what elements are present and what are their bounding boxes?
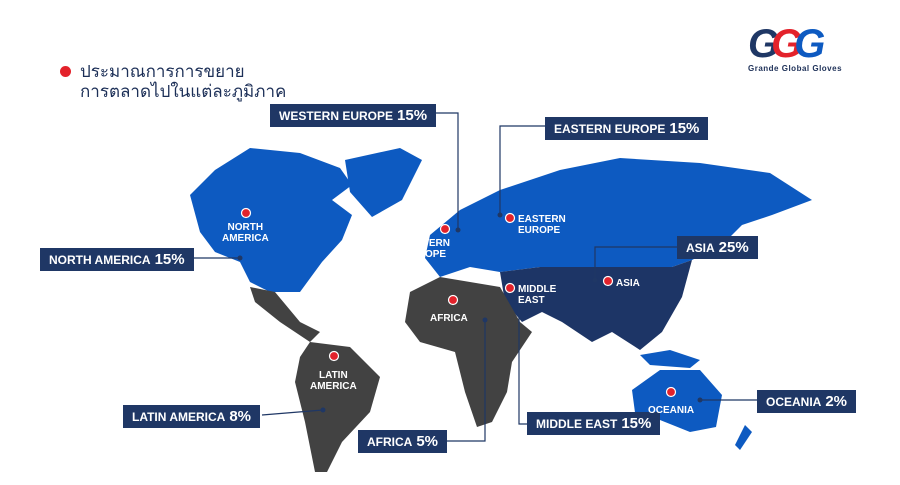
location-pin-icons: [240, 207, 677, 398]
label-oceania: OCEANIA 2%: [757, 390, 857, 413]
greenland-shape: [345, 148, 422, 217]
south-america-shape: [295, 342, 380, 472]
label-eastern-europe: EASTERN EUROPE 15%: [545, 117, 709, 140]
map-label-latin-america: LATIN AMERICA: [310, 370, 357, 392]
bullet-icon: [60, 66, 71, 77]
southeast-asia-islands-shape: [640, 350, 700, 368]
label-africa: AFRICA 5%: [358, 430, 448, 453]
map-label-eastern-europe: EASTERN EUROPE: [518, 214, 566, 236]
map-label-western-europe: WESTERN EUROPE: [400, 238, 450, 260]
africa-shape: [405, 277, 532, 427]
label-middle-east: MIDDLE EAST 15%: [527, 412, 661, 435]
map-label-asia: ASIA: [616, 278, 640, 289]
map-label-africa: AFRICA: [430, 313, 468, 324]
leader-lines: [188, 112, 757, 442]
label-latin-america: LATIN AMERICA 8%: [123, 405, 261, 428]
logo: GGG Grande Global Gloves: [748, 22, 843, 73]
central-america-shape: [250, 287, 320, 342]
new-zealand-shape: [735, 425, 752, 450]
label-western-europe: WESTERN EUROPE 15%: [270, 104, 437, 127]
eurasia-shape: [425, 158, 812, 277]
label-asia: ASIA 25%: [677, 236, 758, 259]
map-label-middle-east: MIDDLE EAST: [518, 284, 557, 306]
map-label-north-america: NORTH AMERICA: [222, 222, 269, 244]
label-north-america: NORTH AMERICA 15%: [40, 248, 194, 271]
north-america-shape: [190, 148, 352, 292]
map-label-oceania: OCEANIA: [648, 405, 695, 416]
asia-shape: [500, 260, 692, 350]
page-title: ประมาณการการขยาย การตลาดไปในแต่ละภูมิภาค: [60, 62, 286, 102]
